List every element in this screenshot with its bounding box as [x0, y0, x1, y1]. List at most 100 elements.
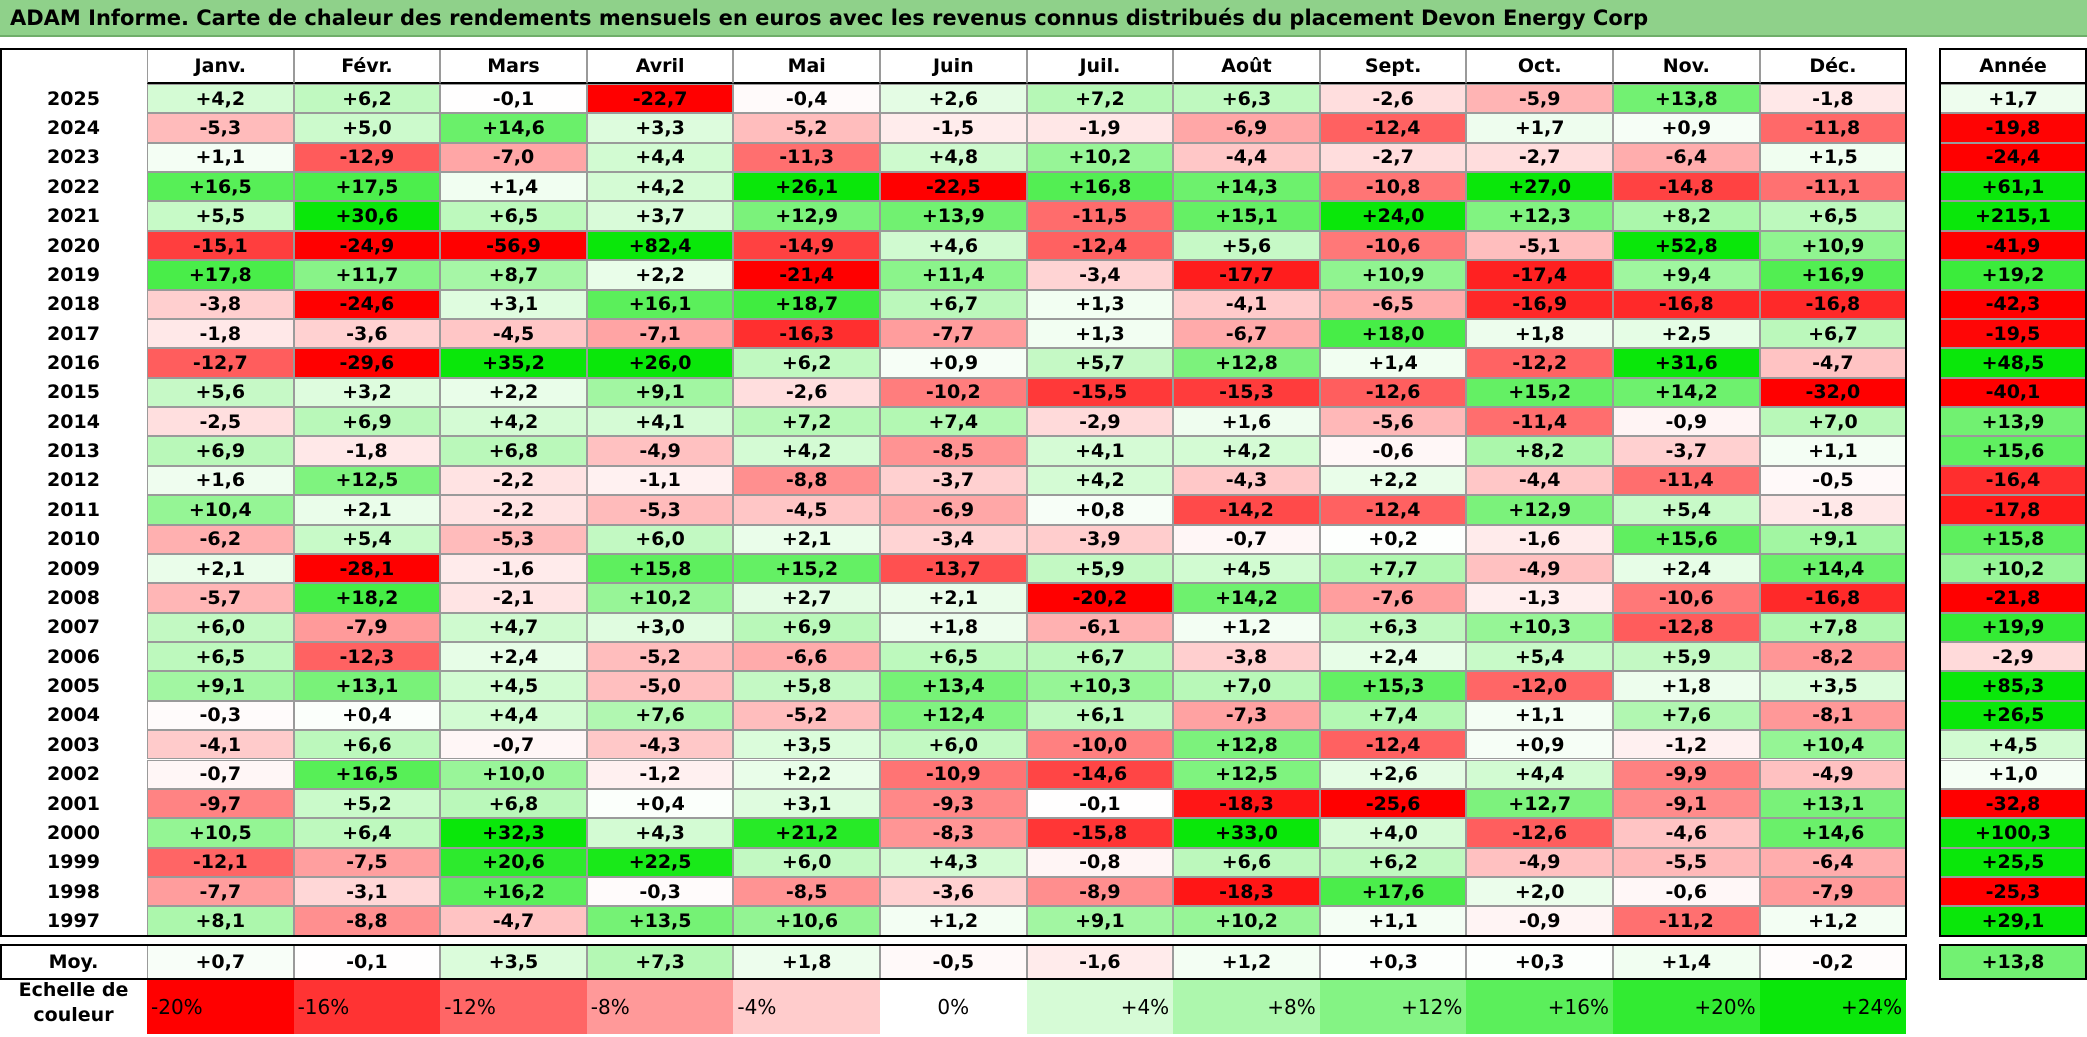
- heatmap-cell: +6,7: [1759, 318, 1907, 349]
- heatmap-cell: -17,7: [1173, 260, 1320, 290]
- heatmap-cell: +35,2: [440, 348, 587, 378]
- year-label: 2006: [47, 645, 100, 668]
- heatmap-cell: +7,6: [1613, 700, 1760, 731]
- heatmap-cell: +2,1: [147, 553, 294, 584]
- year-label: 1997: [47, 910, 100, 933]
- heatmap-cell: -8,5: [733, 876, 880, 907]
- annual-cell: +85,3: [1939, 671, 2087, 701]
- heatmap-cell: +6,0: [733, 847, 880, 877]
- heatmap-cell: -1,9: [1026, 113, 1174, 143]
- heatmap-cell: +5,6: [147, 377, 294, 408]
- heatmap-cell: +18,2: [293, 583, 441, 613]
- heatmap-cell: +11,7: [293, 260, 441, 290]
- average-label: Moy.: [48, 950, 99, 973]
- chart-title: ADAM Informe. Carte de chaleur des rende…: [0, 0, 2087, 37]
- heatmap-cell: +2,5: [1613, 318, 1760, 349]
- heatmap-cell: -24,6: [293, 289, 441, 319]
- heatmap-cell: +14,2: [1173, 583, 1320, 613]
- heatmap-cell: -2,6: [1319, 84, 1467, 114]
- legend-swatch: +24%: [1759, 980, 1907, 1034]
- annual-cell: +4,5: [1939, 730, 2087, 760]
- annual-cell: +100,3: [1939, 818, 2087, 848]
- year-label: 2023: [47, 146, 100, 169]
- heatmap-cell: +4,7: [440, 612, 587, 643]
- legend-swatch: -16%: [293, 980, 441, 1034]
- heatmap-cell: +4,5: [1173, 553, 1320, 584]
- year-label: 2005: [47, 675, 100, 698]
- heatmap-cell: +3,5: [733, 730, 880, 760]
- heatmap-cell: +5,5: [147, 201, 294, 231]
- heatmap-cell: +1,8: [1613, 671, 1760, 701]
- month-header: Mars: [440, 48, 587, 84]
- heatmap-cell: +2,6: [880, 84, 1027, 114]
- heatmap-cell: -4,9: [1466, 847, 1613, 877]
- heatmap-cell: -16,8: [1613, 289, 1760, 319]
- heatmap-cell: +7,7: [1319, 553, 1467, 584]
- heatmap-cell: +6,6: [1173, 847, 1320, 877]
- heatmap-cell: +22,5: [586, 847, 734, 877]
- heatmap-cell: +10,2: [1173, 906, 1320, 936]
- heatmap-cell: -0,5: [1759, 465, 1907, 496]
- heatmap-cell: +1,1: [1319, 906, 1467, 936]
- heatmap-cell: +13,1: [293, 671, 441, 701]
- heatmap-cell: +4,4: [586, 142, 734, 173]
- heatmap-cell: +2,0: [1466, 876, 1613, 907]
- annual-cell: +48,5: [1939, 348, 2087, 378]
- heatmap-cell: -7,5: [293, 847, 441, 877]
- year-label: 2011: [47, 498, 100, 521]
- heatmap-cell: -3,7: [880, 465, 1027, 496]
- heatmap-cell: -12,4: [1319, 730, 1467, 760]
- heatmap-cell: +2,4: [1613, 553, 1760, 584]
- heatmap-cell: +3,5: [1759, 671, 1907, 701]
- annual-cell: -24,4: [1939, 142, 2087, 173]
- heatmap-cell: +4,3: [586, 818, 734, 848]
- heatmap-cell: +3,7: [586, 201, 734, 231]
- heatmap-cell: +1,4: [440, 172, 587, 202]
- heatmap-cell: +4,2: [147, 84, 294, 114]
- heatmap-cell: +14,6: [1759, 818, 1907, 848]
- heatmap-cell: -5,6: [1319, 407, 1467, 437]
- heatmap-cell: +6,9: [733, 612, 880, 643]
- heatmap-cell: +14,2: [1613, 377, 1760, 408]
- annual-cell: +10,2: [1939, 553, 2087, 584]
- month-header: Oct.: [1466, 48, 1613, 84]
- heatmap-cell: +2,2: [440, 377, 587, 408]
- annual-cell: +19,9: [1939, 612, 2087, 643]
- heatmap-cell: -0,7: [440, 730, 587, 760]
- heatmap-cell: -5,3: [586, 495, 734, 525]
- heatmap-cell: -4,7: [440, 906, 587, 936]
- heatmap-cell: -5,2: [733, 113, 880, 143]
- heatmap-cell: +10,9: [1319, 260, 1467, 290]
- heatmap-cell: -0,3: [586, 876, 734, 907]
- month-header: Avril: [586, 48, 734, 84]
- heatmap-cell: -2,1: [440, 583, 587, 613]
- year-label: 2013: [47, 440, 100, 463]
- heatmap-cell: -1,2: [1613, 730, 1760, 760]
- heatmap-cell: -2,6: [733, 377, 880, 408]
- heatmap-cell: +8,2: [1466, 436, 1613, 466]
- heatmap-cell: -8,2: [1759, 642, 1907, 672]
- heatmap-cell: -15,3: [1173, 377, 1320, 408]
- heatmap-cell: -8,9: [1026, 876, 1174, 907]
- heatmap-cell: -7,9: [1759, 876, 1907, 907]
- heatmap-cell: +6,1: [1026, 700, 1174, 731]
- heatmap-cell: -3,6: [880, 876, 1027, 907]
- heatmap-cell: -1,6: [440, 553, 587, 584]
- heatmap-cell: +5,2: [293, 788, 441, 819]
- heatmap-cell: +26,0: [586, 348, 734, 378]
- heatmap-cell: -12,2: [1466, 348, 1613, 378]
- heatmap-cell: +0,9: [1613, 113, 1760, 143]
- year-label: 2016: [47, 352, 100, 374]
- heatmap-cell: +10,6: [733, 906, 880, 936]
- heatmap-cell: +10,2: [586, 583, 734, 613]
- heatmap-cell: -3,4: [880, 524, 1027, 554]
- annual-cell: +13,9: [1939, 407, 2087, 437]
- heatmap-cell: +2,1: [880, 583, 1027, 613]
- heatmap-cell: -24,9: [293, 230, 441, 261]
- heatmap-cell: +15,2: [733, 553, 880, 584]
- year-label: 2008: [47, 586, 100, 609]
- average-cell: -0,5: [880, 943, 1027, 980]
- heatmap-cell: -0,1: [1026, 788, 1174, 819]
- heatmap-cell: -4,4: [1466, 465, 1613, 496]
- heatmap-cell: +10,3: [1466, 612, 1613, 643]
